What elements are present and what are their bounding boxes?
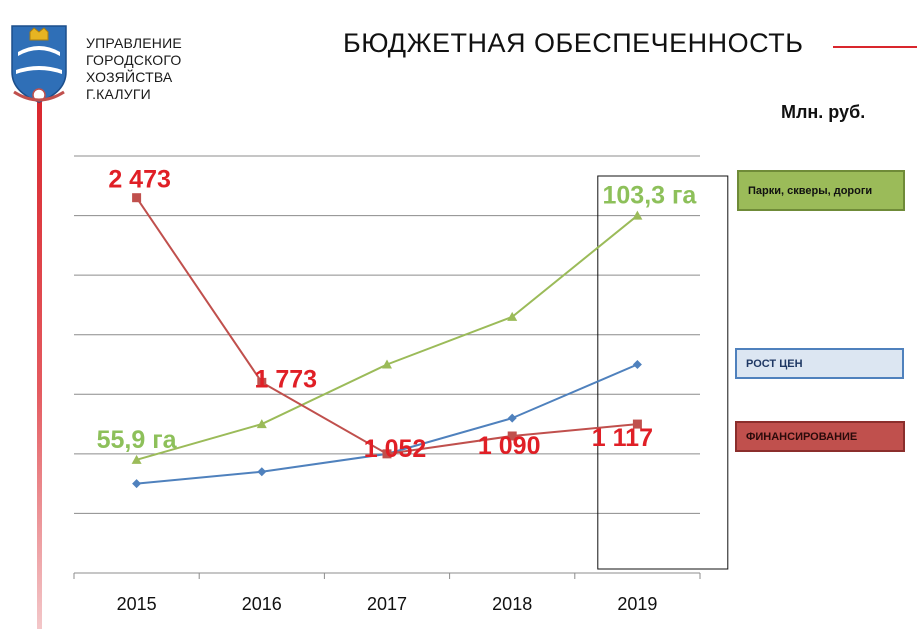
data-label: 1 773 xyxy=(255,365,318,393)
data-label: 103,3 га xyxy=(602,182,697,210)
org-line-1: УПРАВЛЕНИЕ xyxy=(86,35,182,51)
legend-label-parks: Парки, скверы, дороги xyxy=(748,184,873,197)
marker-square xyxy=(382,449,392,459)
data-label: 55,9 га xyxy=(97,426,178,454)
marker-square xyxy=(257,377,267,387)
marker-square xyxy=(132,193,142,203)
data-label: 1 052 xyxy=(364,435,427,463)
data-label: 1 090 xyxy=(478,432,541,460)
series-line-0 xyxy=(136,214,639,461)
x-tick-label: 2015 xyxy=(117,594,157,614)
marker-diamond xyxy=(507,413,517,423)
series-line-2 xyxy=(135,197,638,455)
x-tick-label: 2018 xyxy=(492,594,532,614)
marker-triangle xyxy=(632,210,643,220)
page-title: БЮДЖЕТНАЯ ОБЕСПЕЧЕННОСТЬ xyxy=(343,28,804,58)
marker-diamond xyxy=(257,467,267,477)
legend-label-funding: ФИНАНСИРОВАНИЕ xyxy=(746,430,858,443)
org-line-3: ХОЗЯЙСТВА xyxy=(86,69,173,85)
highlight-box xyxy=(597,175,729,570)
marker-triangle xyxy=(382,359,392,369)
marker-triangle xyxy=(507,311,518,321)
x-tick-label: 2019 xyxy=(617,594,657,614)
header-accent-bar xyxy=(37,95,42,629)
x-tick-label: 2017 xyxy=(367,594,407,614)
marker-diamond xyxy=(632,360,642,369)
unit-label: Млн. руб. xyxy=(781,102,866,122)
marker-diamond xyxy=(132,479,142,489)
legend-item-funding: ФИНАНСИРОВАНИЕ xyxy=(735,421,905,452)
legend-item-parks: Парки, скверы, дороги xyxy=(737,170,905,211)
kaluga-coat-of-arms-icon xyxy=(11,25,67,103)
marker-triangle xyxy=(256,419,267,429)
marker-square xyxy=(632,419,642,429)
organization-name: УПРАВЛЕНИЕ ГОРОДСКОГО ХОЗЯЙСТВА Г.КАЛУГИ xyxy=(86,35,182,103)
marker-triangle xyxy=(131,454,142,464)
org-line-2: ГОРОДСКОГО xyxy=(86,52,182,68)
legend-item-prices: РОСТ ЦЕН xyxy=(735,348,904,379)
marker-square xyxy=(507,431,517,441)
data-label: 1 117 xyxy=(592,424,653,452)
series-line-1 xyxy=(136,363,638,485)
legend-label-prices: РОСТ ЦЕН xyxy=(746,357,803,370)
title-accent-line xyxy=(833,46,917,48)
org-line-4: Г.КАЛУГИ xyxy=(86,86,151,102)
x-tick-label: 2016 xyxy=(242,594,282,614)
data-label: 2 473 xyxy=(108,166,171,194)
